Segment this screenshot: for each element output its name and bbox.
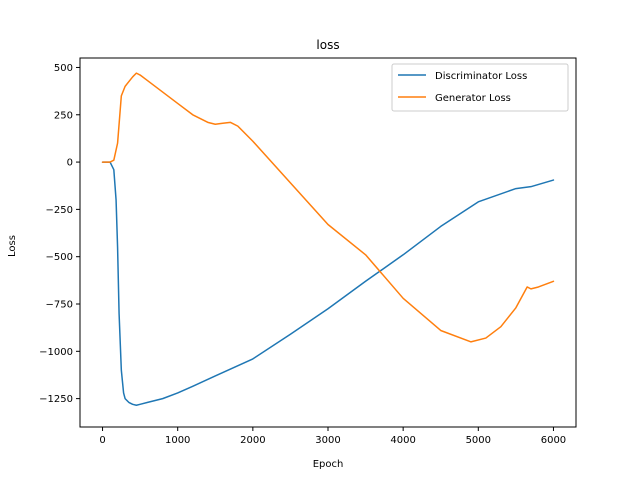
series-line-generator	[101, 72, 555, 343]
y-tick-label: 500	[54, 63, 73, 74]
chart-title: loss	[316, 38, 339, 52]
plot-area: 0 1000 2000 3000 4000 5000 6000 500 250 0 −250 −500…	[39, 57, 577, 446]
x-tick-label: 4000	[390, 435, 415, 446]
y-tick-label: 0	[67, 158, 73, 169]
y-tick-label: −750	[46, 300, 73, 311]
x-tick-label: 1000	[165, 435, 190, 446]
x-tick-label: 2000	[240, 435, 265, 446]
y-tick-label: −1250	[39, 394, 73, 405]
legend: Discriminator Loss Generator Loss	[391, 63, 569, 112]
legend-label-generator: Generator Loss	[435, 93, 511, 104]
y-tick-label: −250	[46, 205, 73, 216]
x-tick-label: 6000	[541, 435, 566, 446]
y-tick-label: −1000	[39, 347, 73, 358]
axes-frame	[79, 57, 577, 428]
y-axis-label: Loss	[7, 235, 18, 257]
legend-frame	[391, 63, 569, 112]
series-line-discriminator	[101, 161, 555, 406]
x-tick-label: 3000	[315, 435, 340, 446]
x-axis-label: Epoch	[313, 459, 344, 470]
x-tick-label: 5000	[466, 435, 491, 446]
legend-label-discriminator: Discriminator Loss	[435, 71, 527, 82]
y-tick-label: −500	[46, 252, 73, 263]
x-tick-label: 0	[99, 435, 105, 446]
y-tick-label: 250	[54, 110, 73, 121]
